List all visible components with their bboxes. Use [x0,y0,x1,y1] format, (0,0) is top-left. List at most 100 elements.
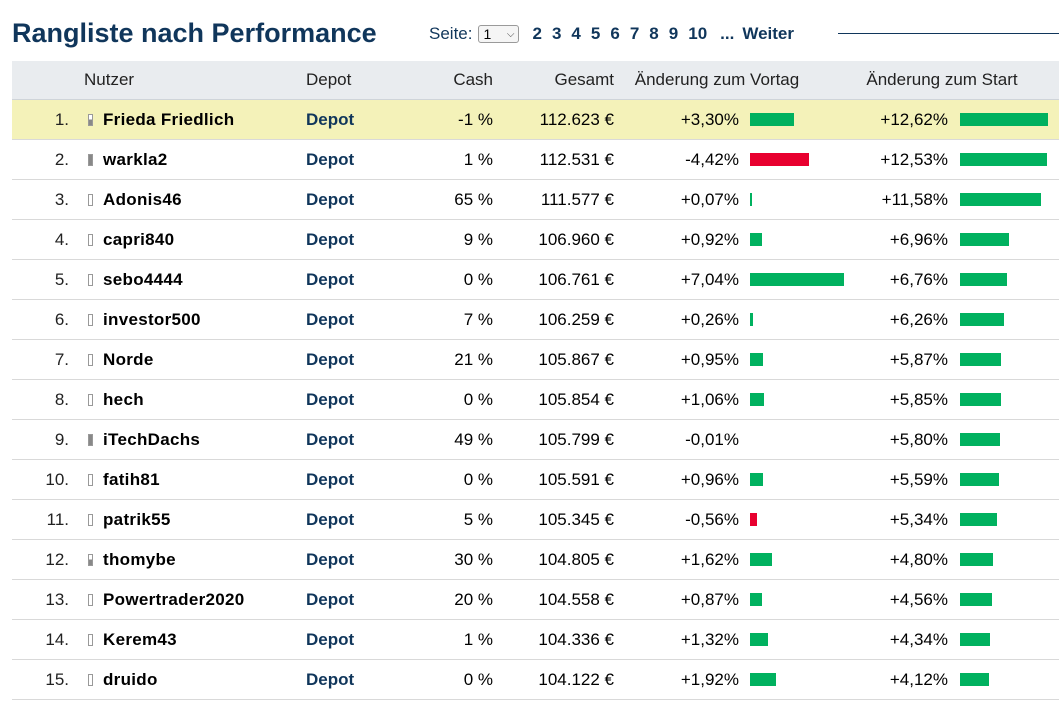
change-start-bar [960,260,1059,299]
rank: 2. [54,149,69,169]
depot-link[interactable]: Depot [306,389,355,409]
user-name[interactable]: fatih81 [103,469,160,489]
user-name[interactable]: Frieda Friedlich [103,109,235,129]
table-row: 1. Frieda Friedlich Depot -1 % 112.623 € +3,3… [12,100,1059,140]
user-name[interactable]: iTechDachs [103,429,201,449]
column-header-user[interactable]: Nutzer [84,70,135,89]
status-icon [86,100,94,139]
change-start-bar [960,180,1059,219]
status-icon [86,220,94,259]
depot-link[interactable]: Depot [306,469,355,489]
cash-value: 0 % [463,469,493,489]
total-value: 104.122 € [538,669,614,689]
change-start-value: +4,12% [889,669,948,689]
cash-value: -1 % [458,109,493,129]
user-name[interactable]: thomybe [103,549,176,569]
change-prev-bar [750,620,860,659]
table-row: 9. iTechDachs Depot 49 % 105.799 € -0,01% +5,8… [12,420,1059,460]
change-prev-bar [750,300,860,339]
status-icon [86,580,94,619]
next-page-link[interactable]: Weiter [742,24,794,43]
change-prev-bar [750,180,860,219]
column-header-depot[interactable]: Depot [306,70,352,89]
status-icon [86,500,94,539]
status-icon [86,420,94,459]
depot-link[interactable]: Depot [306,349,355,369]
change-start-bar [960,460,1059,499]
page-link[interactable]: 10 [688,24,708,43]
user-name[interactable]: druido [103,669,158,689]
total-value: 105.867 € [538,349,614,369]
depot-link[interactable]: Depot [306,549,355,569]
rank: 4. [54,229,69,249]
page-link[interactable]: 8 [649,24,659,43]
column-header-change-prev[interactable]: Änderung zum Vortag [634,70,800,89]
depot-link[interactable]: Depot [306,149,355,169]
page-link[interactable]: 7 [629,24,640,43]
cash-value: 9 % [463,229,493,249]
depot-link[interactable]: Depot [306,629,355,649]
user-name[interactable]: warkla2 [103,149,168,169]
table-header: Nutzer Depot Cash Gesamt Änderung zum Vo… [12,61,1059,100]
user-name[interactable]: Adonis46 [103,189,182,209]
change-prev-bar [750,340,860,379]
pagination-ellipsis: ... [720,24,735,43]
user-name[interactable]: Norde [103,349,154,369]
user-name[interactable]: patrik55 [103,509,171,529]
page-link[interactable]: 2 [532,24,542,43]
total-value: 112.623 € [539,109,614,129]
table-row: 2. warkla2 Depot 1 % 112.531 € -4,42% +12,53% [12,140,1059,180]
depot-link[interactable]: Depot [306,429,355,449]
change-start-bar [960,220,1059,259]
depot-link[interactable]: Depot [306,669,355,689]
page-link[interactable]: 9 [668,24,679,43]
depot-link[interactable]: Depot [306,589,355,609]
total-value: 104.336 € [538,629,614,649]
total-value: 105.799 € [538,429,614,449]
depot-link[interactable]: Depot [306,309,355,329]
change-prev-value: +1,92% [680,669,739,689]
rank: 13. [45,589,69,609]
cash-value: 49 % [454,429,493,449]
change-start-bar [960,660,1059,699]
table-row: 7. Norde Depot 21 % 105.867 € +0,95% +5,87% [12,340,1059,380]
page-link[interactable]: 4 [571,24,581,43]
total-value: 106.761 € [538,269,614,289]
depot-link[interactable]: Depot [306,509,355,529]
user-name[interactable]: Kerem43 [103,629,177,649]
depot-link[interactable]: Depot [306,109,355,129]
rank: 5. [54,269,69,289]
user-name[interactable]: hech [103,389,144,409]
page-link[interactable]: 5 [590,24,601,43]
table-row: 8. hech Depot 0 % 105.854 € +1,06% +5,85% [12,380,1059,420]
change-start-bar [960,580,1059,619]
depot-link[interactable]: Depot [306,229,355,249]
user-name[interactable]: investor500 [103,309,201,329]
table-row: 13. Powertrader2020 Depot 20 % 104.558 € +0,8… [12,580,1059,620]
depot-link[interactable]: Depot [306,269,355,289]
column-header-total[interactable]: Gesamt [554,70,614,89]
change-prev-value: -0,01% [685,429,739,449]
cash-value: 5 % [463,509,493,529]
change-start-value: +4,34% [889,629,948,649]
user-name[interactable]: capri840 [103,229,175,249]
depot-link[interactable]: Depot [306,189,355,209]
table-row: 12. thomybe Depot 30 % 104.805 € +1,62% +4,80% [12,540,1059,580]
rank: 11. [46,509,69,529]
change-start-bar [960,140,1059,179]
change-start-value: +12,53% [880,149,948,169]
column-header-change-start[interactable]: Änderung zum Start [866,70,1018,89]
change-prev-value: +0,07% [680,189,739,209]
user-name[interactable]: Powertrader2020 [103,589,245,609]
ranking-table: Nutzer Depot Cash Gesamt Änderung zum Vo… [12,61,1059,700]
rank: 10. [45,469,69,489]
user-name[interactable]: sebo4444 [103,269,183,289]
page-link[interactable]: 3 [551,24,562,43]
page-select[interactable]: 1 ⌵ [478,25,520,43]
column-header-cash[interactable]: Cash [453,70,493,89]
page-link[interactable]: 6 [610,24,620,43]
change-start-value: +6,96% [889,229,948,249]
rank: 1. [54,109,69,129]
rank: 6. [54,309,69,329]
total-value: 111.577 € [540,189,614,209]
